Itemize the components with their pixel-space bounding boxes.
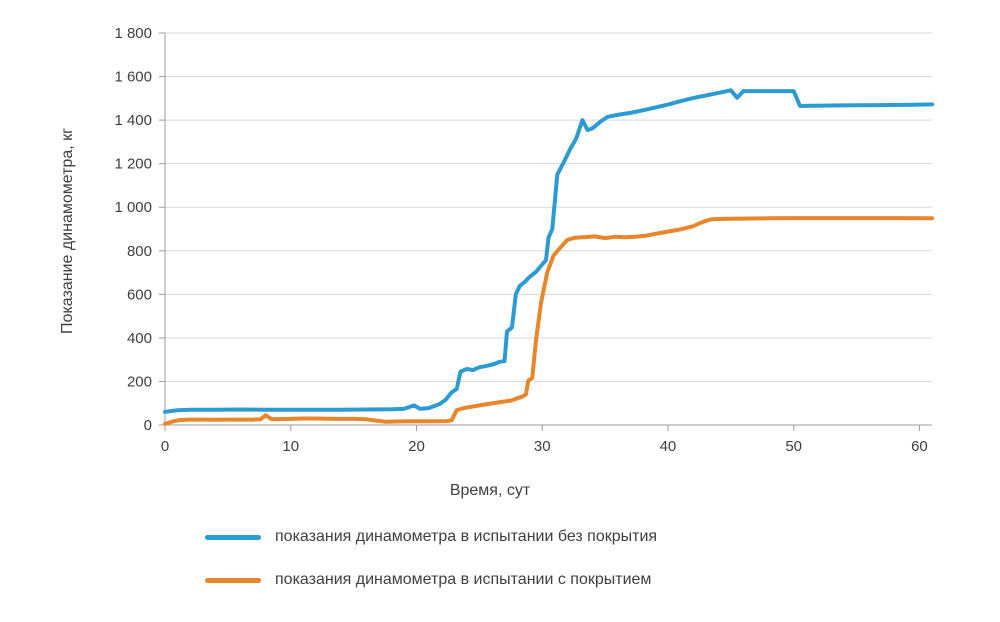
y-axis-title: Показание динамометра, кг xyxy=(59,128,76,334)
y-tick-label: 1 000 xyxy=(114,199,152,216)
legend: показания динамометра в испытании без по… xyxy=(205,524,657,610)
y-tick-label: 1 200 xyxy=(114,156,152,173)
x-tick-label: 0 xyxy=(161,438,169,455)
x-tick-label: 20 xyxy=(408,438,425,455)
legend-line-swatch xyxy=(205,534,261,540)
legend-label: показания динамометра в испытании с покр… xyxy=(275,571,652,588)
x-tick-label: 40 xyxy=(660,438,677,455)
legend-label: показания динамометра в испытании без по… xyxy=(275,528,658,545)
x-tick-label: 60 xyxy=(911,438,928,455)
y-tick-label: 1 800 xyxy=(114,25,152,42)
series-line xyxy=(163,216,934,426)
x-tick-label: 50 xyxy=(785,438,802,455)
y-tick-label: 200 xyxy=(127,373,152,390)
y-tick-label: 0 xyxy=(144,417,152,434)
y-tick-label: 1 400 xyxy=(114,112,152,129)
x-tick-label: 10 xyxy=(282,438,299,455)
x-axis-title: Время, сут xyxy=(449,482,531,499)
y-tick-label: 600 xyxy=(127,286,152,303)
legend-line-swatch xyxy=(205,577,261,583)
legend-item: показания динамометра в испытании с покр… xyxy=(205,567,657,593)
plot-area: 0 200 400 600 800 1 000 1 200 1 400 1 600 1 800 0 1… xyxy=(114,25,934,455)
x-tick-label: 30 xyxy=(534,438,551,455)
series-line xyxy=(163,88,934,414)
legend-item: показания динамометра в испытании без по… xyxy=(205,524,657,550)
y-tick-label: 1 600 xyxy=(114,69,152,86)
y-tick-label: 800 xyxy=(127,243,152,260)
y-tick-label: 400 xyxy=(127,330,152,347)
